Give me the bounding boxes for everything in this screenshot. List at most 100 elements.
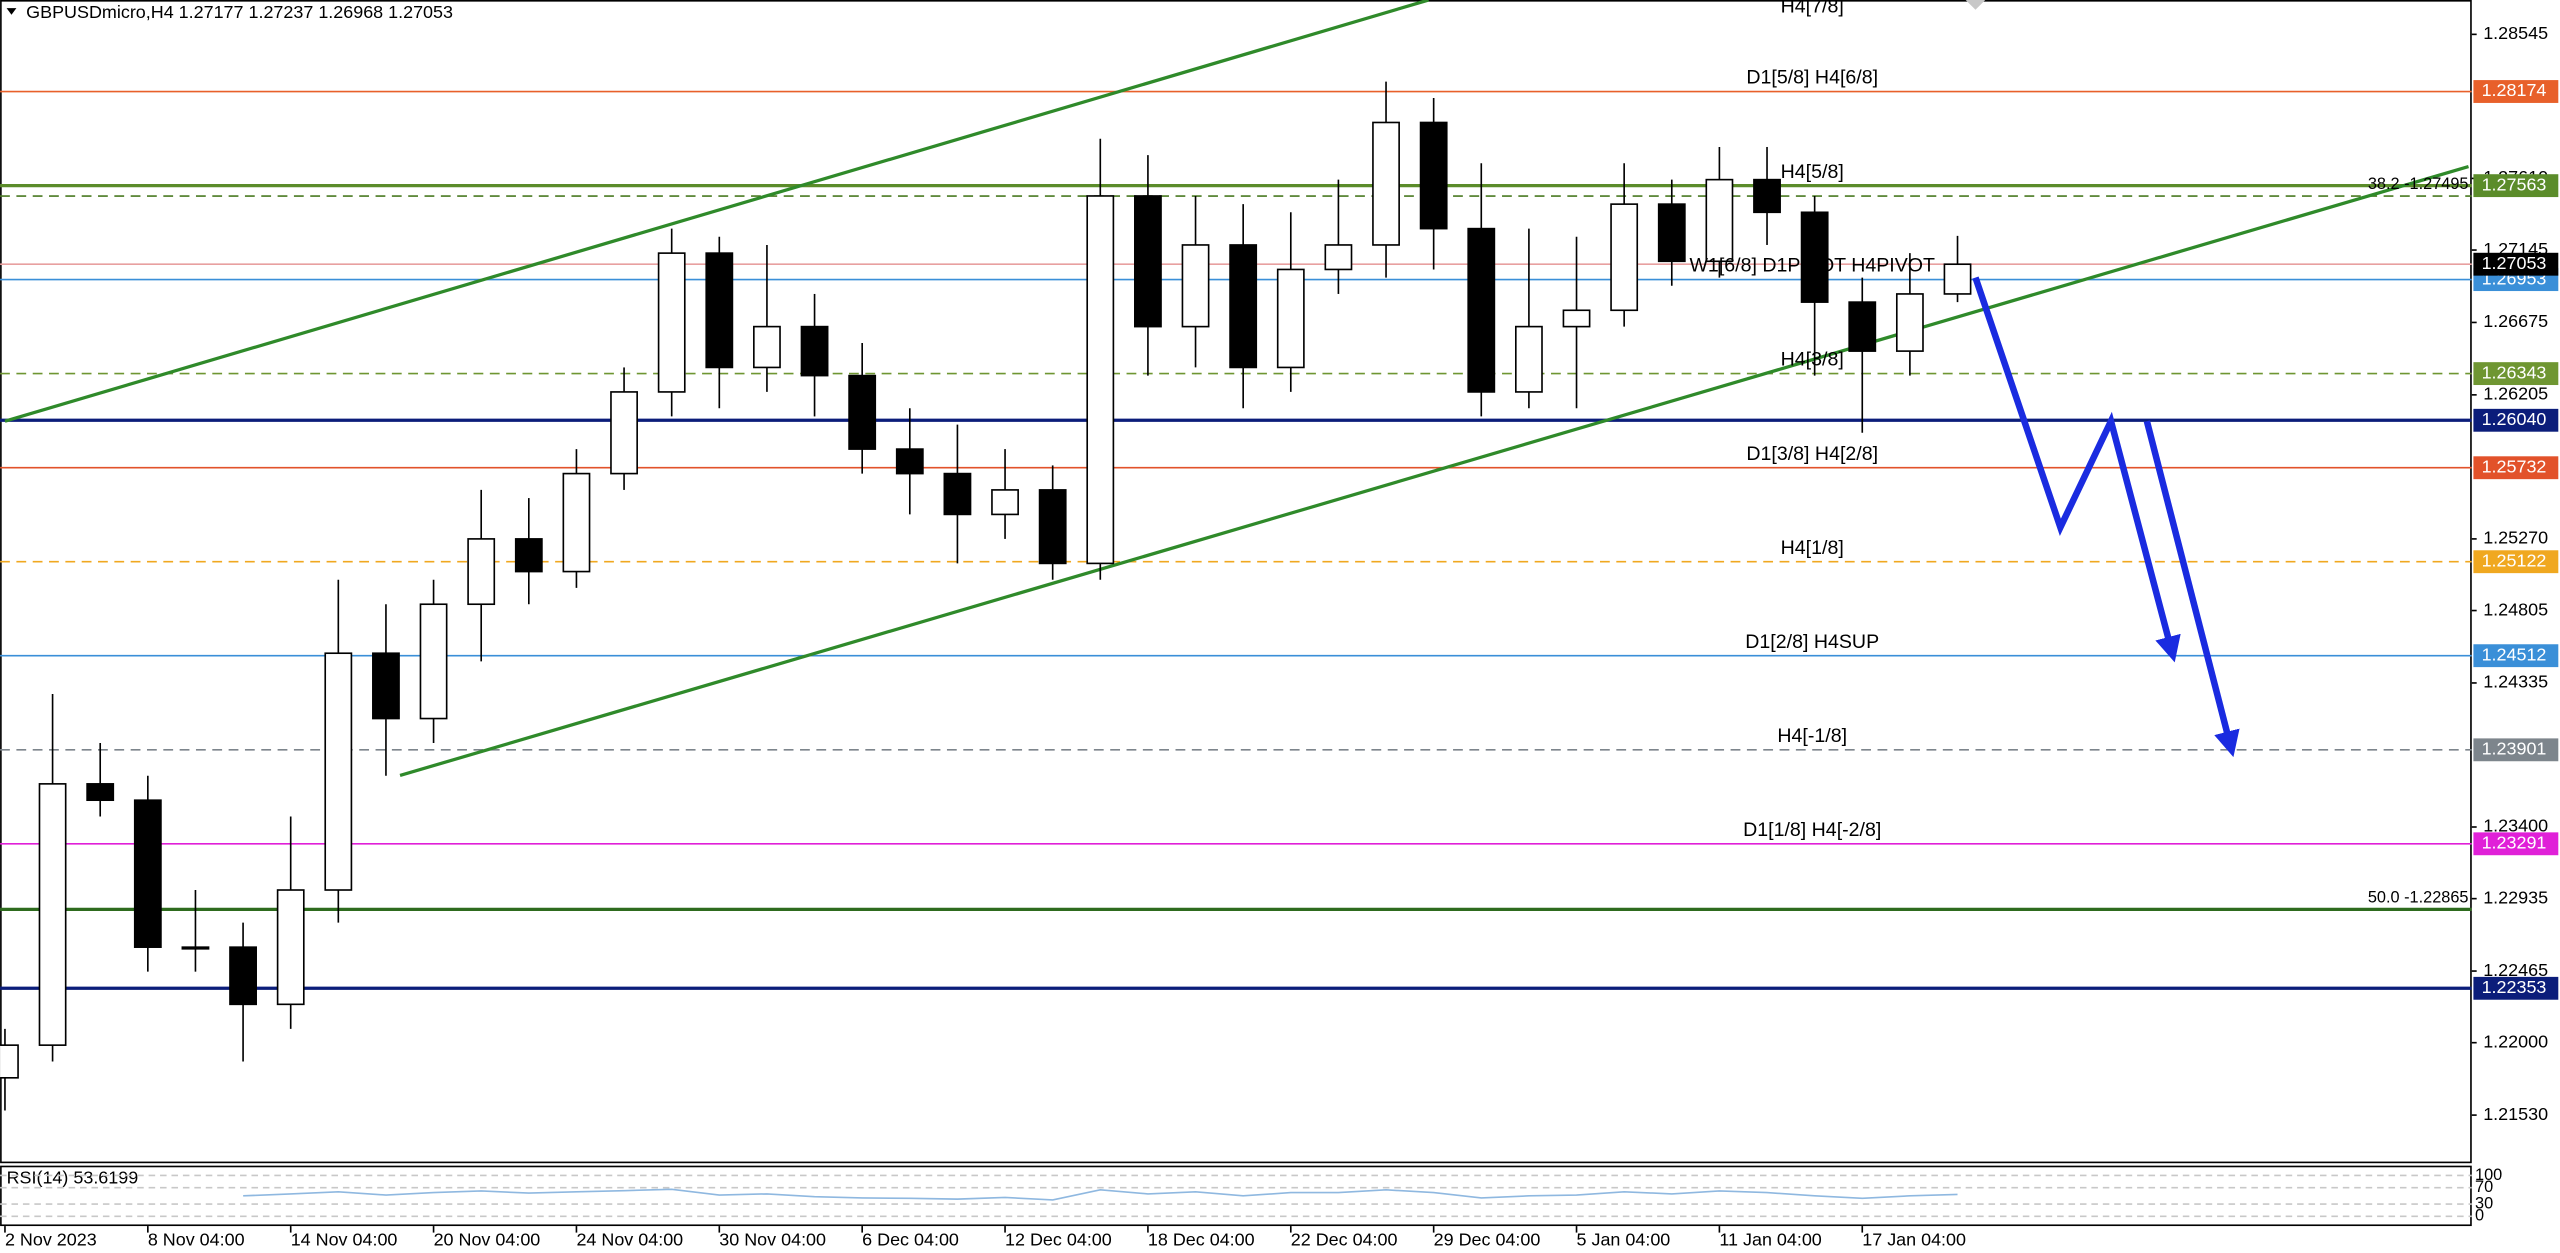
x-tick-label: 30 Nov 04:00 (719, 1229, 826, 1249)
price-box-label: 1.25732 (2482, 456, 2547, 476)
channel-line (4, 0, 1430, 423)
y-tick-label: 1.22000 (2483, 1031, 2548, 1051)
candle-body (86, 783, 115, 802)
x-tick-label: 24 Nov 04:00 (576, 1229, 683, 1249)
arrow (1972, 276, 2181, 663)
y-tick-label: 1.26205 (2483, 384, 2548, 404)
candle-body (657, 252, 686, 393)
candle-body (181, 946, 210, 950)
y-tick-label: 1.22935 (2483, 887, 2548, 907)
candle-body (1610, 203, 1639, 312)
candle-body (229, 946, 257, 1006)
x-tick-label: 22 Dec 04:00 (1291, 1229, 1398, 1249)
x-tick-label: 12 Dec 04:00 (1005, 1229, 1112, 1249)
level-label: D1[3/8] H4[2/8] (1746, 443, 1878, 465)
y-tick-label: 1.22465 (2483, 960, 2548, 980)
x-tick-label: 5 Jan 04:00 (1577, 1229, 1671, 1249)
rsi-tick-label: 30 (2475, 1194, 2493, 1212)
x-tick-label: 2 Nov 2023 (5, 1229, 97, 1249)
price-box (2473, 408, 2559, 432)
forecast-arrows (1972, 276, 2240, 758)
level-label: H4[-1/8] (1777, 725, 1847, 747)
price-box (2473, 738, 2559, 762)
candle-body (1419, 121, 1448, 230)
candles (0, 81, 1972, 1111)
level-label: D1[2/8] H4SUP (1745, 631, 1879, 653)
candle-body (1038, 489, 1067, 565)
price-box-label: 1.28174 (2482, 80, 2547, 100)
candle-body (133, 799, 162, 948)
y-tick-label: 1.24805 (2483, 599, 2548, 619)
price-box-label: 1.23901 (2482, 739, 2547, 759)
price-box (2473, 252, 2559, 276)
y-tick-label: 1.25270 (2483, 528, 2548, 548)
candle-body (1705, 178, 1734, 263)
rsi-tick-label: 70 (2475, 1178, 2493, 1196)
candle-body (1800, 211, 1829, 303)
price-box (2473, 976, 2559, 1000)
candle-body (800, 325, 829, 377)
menu-triangle (6, 8, 17, 15)
drawings (4, 0, 2469, 778)
fibo-label: 50.0 -1.22865 (2368, 888, 2469, 906)
x-tick-label: 29 Dec 04:00 (1434, 1229, 1541, 1249)
price-box (2473, 456, 2559, 480)
arrow (2143, 420, 2240, 758)
candle-body (1562, 309, 1591, 328)
candle-body (753, 325, 781, 369)
price-box-label: 1.26343 (2482, 362, 2547, 382)
candle-body (1086, 195, 1115, 565)
y-tick-label: 1.21530 (2483, 1104, 2548, 1124)
candle-body (562, 472, 591, 573)
candle-body (276, 889, 305, 1006)
y-tick-label: 1.28545 (2483, 23, 2548, 43)
candle-body (1514, 325, 1543, 393)
candle-body (514, 538, 543, 573)
price-box-label: 1.22353 (2482, 977, 2547, 997)
level-label: H4[5/8] (1781, 161, 1844, 183)
y-tick-label: 1.24335 (2483, 672, 2548, 692)
candle-body (1467, 227, 1496, 393)
candle-body (1372, 121, 1400, 246)
level-label: H4[7/8] (1781, 0, 1844, 18)
x-tick-label: 17 Jan 04:00 (1862, 1229, 1966, 1249)
price-box (2473, 80, 2559, 103)
fibo-label: 38.2 -1.27495 (2368, 175, 2469, 193)
channel-line (399, 164, 2469, 778)
price-box (2473, 644, 2559, 668)
candle-body (1276, 268, 1305, 369)
candle-body (38, 783, 67, 1046)
level-label: W1[6/8] D1PIVOT H4PIVOT (1689, 255, 1935, 277)
x-tick-label: 14 Nov 04:00 (291, 1229, 398, 1249)
candle-body (1848, 301, 1877, 352)
y-tick-label: 1.23400 (2483, 816, 2548, 836)
price-box-label: 1.24512 (2482, 644, 2547, 664)
x-tick-label: 11 Jan 04:00 (1719, 1229, 1821, 1249)
level-label: H4[1/8] (1781, 537, 1844, 559)
price-box-label: 1.26040 (2482, 409, 2547, 429)
candle-body (895, 448, 924, 475)
candle-body (1229, 244, 1258, 369)
price-box (2473, 174, 2559, 198)
plot-frame (0, 0, 2472, 1164)
chart-title: GBPUSDmicro,H4 1.27177 1.27237 1.26968 1… (26, 2, 453, 22)
level-label: H4[3/8] (1781, 349, 1844, 371)
candle-body (943, 472, 972, 516)
candle-body (991, 489, 1019, 516)
x-tick-label: 6 Dec 04:00 (862, 1229, 959, 1249)
rsi-line (243, 1188, 1958, 1201)
candle-body (1324, 244, 1353, 271)
price-box-label: 1.25122 (2482, 550, 2547, 570)
candle-body (0, 1044, 19, 1079)
candle-body (419, 603, 448, 720)
rsi-tick-label: 0 (2475, 1207, 2484, 1225)
level-label: D1[5/8] H4[6/8] (1746, 67, 1878, 89)
price-box (2473, 550, 2559, 574)
candle-body (372, 652, 400, 720)
candle-body (1943, 263, 1972, 295)
x-tick-label: 8 Nov 04:00 (148, 1229, 245, 1249)
candle-body (1753, 178, 1781, 214)
price-box-label: 1.27053 (2482, 253, 2547, 273)
